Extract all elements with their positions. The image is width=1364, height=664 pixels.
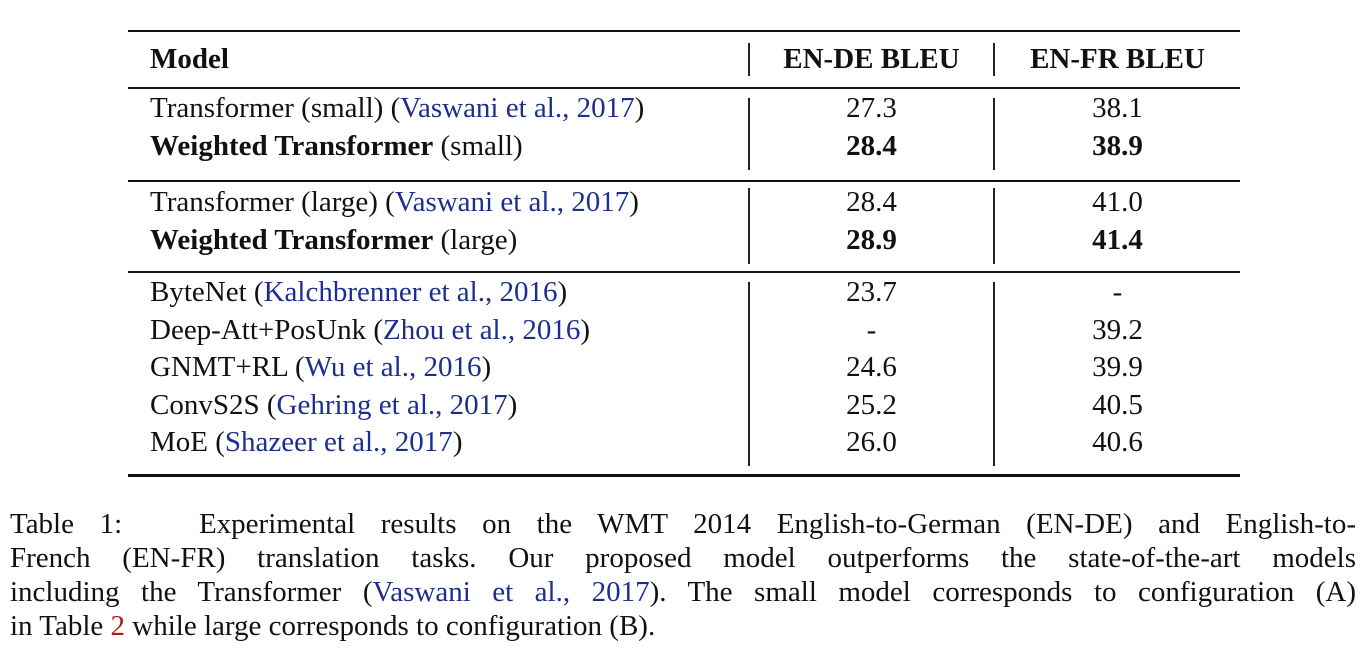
model-cell: ConvS2S (Gehring et al., 2017) [150,388,518,421]
model-size: (small) [440,129,523,162]
model-cell: MoE (Shazeer et al., 2017) [150,426,463,458]
caption-text: while large corresponds to configuration… [125,610,656,642]
en-de-value: 28.4 [846,129,897,162]
caption-text: Experimental results on the WMT 2014 Eng… [198,508,1357,540]
citation-link[interactable]: Shazeer et al., 2017 [224,426,453,458]
en-fr-value: 38.9 [1092,129,1143,162]
en-de-value: 28.9 [846,223,897,256]
model-cell: Transformer (large) (Vaswani et al., 201… [150,186,639,218]
citation-link[interactable]: Vaswani et al., 2017 [372,576,650,608]
caption-line: including the Transformer (Vaswani et al… [10,575,1356,609]
caption-text: ). The small model corresponds to config… [649,576,1356,608]
table-caption: Table 1: Experimental results on the WMT… [10,507,1356,643]
caption-line: French (EN-FR) translation tasks. Our pr… [10,542,1356,574]
model-cell: Weighted Transformer (large) [150,222,517,258]
citation-link[interactable]: Gehring et al., 2017 [276,388,508,421]
model-name: Weighted Transformer [150,129,434,162]
col-separator [993,188,995,264]
citation-link[interactable]: Vaswani et al., 2017 [400,92,635,124]
header-en-de-bleu: EN-DE BLEU [783,43,960,75]
model-name: Transformer (large) [150,186,378,218]
col-separator [993,98,995,170]
en-fr-value: 39.9 [1092,351,1143,383]
en-de-value: 23.7 [846,276,897,308]
en-fr-value: 41.4 [1092,223,1143,256]
group-rule-1 [128,180,1240,182]
group-rule-2 [128,271,1240,273]
en-fr-value: 40.6 [1092,426,1143,458]
model-cell: Transformer (small) (Vaswani et al., 201… [150,92,645,124]
caption-line: in Table 2 while large corresponds to co… [10,609,1356,643]
model-cell: ByteNet (Kalchbrenner et al., 2016) [150,276,568,308]
model-name: ByteNet [150,276,247,308]
header-model: Model [150,43,229,75]
model-name: GNMT+RL [150,351,288,383]
caption-line: Table 1: Experimental results on the WMT… [10,507,1356,541]
model-name: MoE [150,426,208,458]
en-fr-value: - [1112,276,1123,308]
col-separator [993,282,995,466]
citation-link[interactable]: Wu et al., 2016 [304,351,482,383]
model-size: (large) [440,223,518,256]
model-name: Deep-Att+PosUnk [150,313,367,346]
table-reference-link[interactable]: 2 [110,610,126,642]
en-de-value: 28.4 [846,186,897,218]
citation-link[interactable]: Zhou et al., 2016 [383,313,581,346]
model-cell: GNMT+RL (Wu et al., 2016) [150,351,492,383]
model-name: Weighted Transformer [150,223,434,256]
col-separator [993,43,995,76]
en-de-value: - [866,313,877,346]
caption-text: in Table [10,610,111,642]
model-cell: Weighted Transformer (small) [150,128,523,164]
model-cell: Deep-Att+PosUnk (Zhou et al., 2016) [150,313,591,346]
en-fr-value: 41.0 [1092,186,1143,218]
caption-text: including the Transformer ( [10,576,373,608]
en-fr-value: 40.5 [1092,388,1143,421]
col-separator [748,282,750,466]
caption-label: Table 1: [10,508,123,540]
en-de-value: 24.6 [846,351,897,383]
header-en-fr-bleu: EN-FR BLEU [1030,43,1205,75]
model-name: ConvS2S [150,388,260,421]
header-rule [128,87,1240,89]
en-de-value: 25.2 [846,388,897,421]
col-separator [748,98,750,170]
top-rule [128,30,1240,32]
results-table: Model EN-DE BLEU EN-FR BLEU Transformer … [128,30,1240,478]
en-fr-value: 38.1 [1092,92,1143,124]
en-de-value: 26.0 [846,426,897,458]
col-separator [748,188,750,264]
model-name: Transformer (small) [150,92,384,124]
en-de-value: 27.3 [846,92,897,124]
en-fr-value: 39.2 [1092,313,1143,346]
citation-link[interactable]: Kalchbrenner et al., 2016 [263,276,558,308]
col-separator [748,43,750,76]
citation-link[interactable]: Vaswani et al., 2017 [394,186,630,218]
bottom-rule [128,474,1240,477]
